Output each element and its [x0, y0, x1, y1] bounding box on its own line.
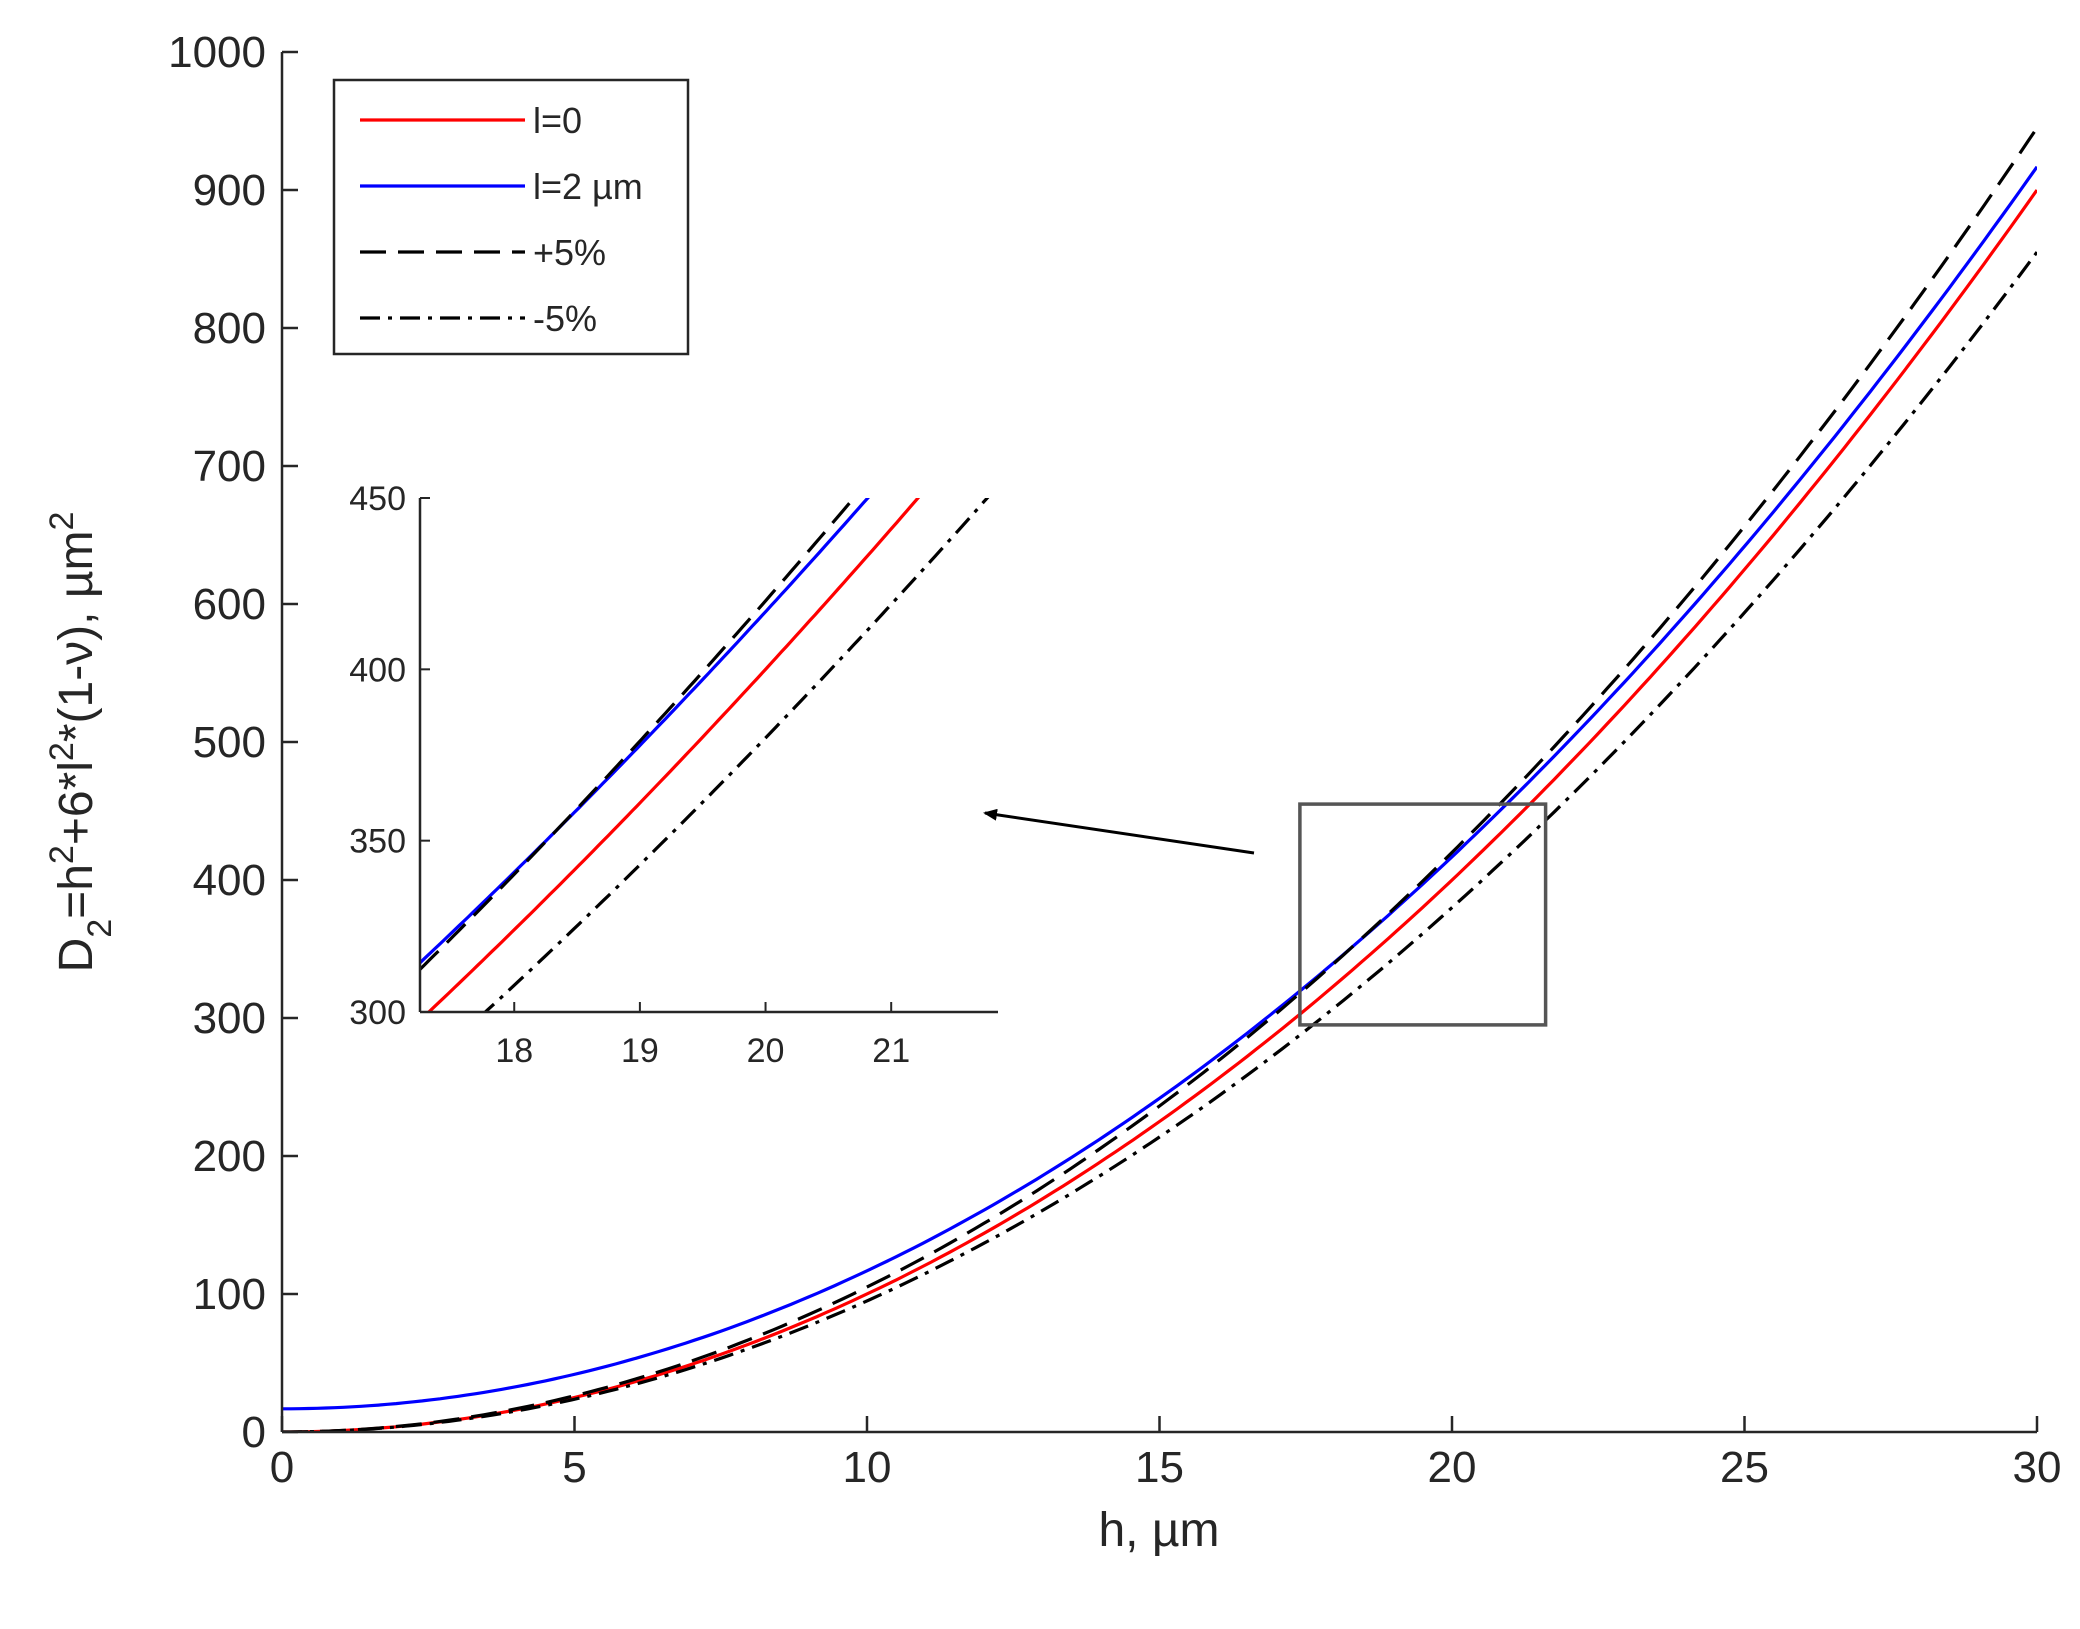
inset-x-tick-label: 20	[747, 1032, 785, 1070]
inset-x-tick-label: 19	[621, 1032, 659, 1070]
legend-box	[332, 78, 690, 356]
y-axis-label-part: 2	[81, 919, 119, 938]
inset-x-ticks: 18 19 20 21	[495, 1002, 910, 1070]
y-tick-label: 900	[193, 166, 266, 215]
y-tick-label: 400	[193, 856, 266, 905]
legend: l=0 l=2 µm +5% -5%	[332, 78, 690, 356]
inset-y-ticks: 300 350 400 450	[349, 480, 430, 1032]
inset-series-group	[420, 498, 990, 1012]
legend-label-5: +5%	[533, 232, 606, 273]
zoom-arrow	[983, 808, 1255, 855]
legend-label-5: -5%	[533, 298, 597, 339]
legend-label-l-0: l=0	[533, 100, 582, 141]
main-x-ticks: 0 5 10 15 20 25 30	[270, 1416, 2062, 1492]
y-tick-label: 100	[193, 1270, 266, 1319]
inset-series-line-5	[483, 498, 990, 1012]
y-tick-label: 0	[242, 1408, 266, 1457]
x-tick-label: 15	[1135, 1443, 1184, 1492]
x-tick-label: 20	[1428, 1443, 1477, 1492]
y-axis-label-part: 2	[43, 742, 81, 761]
legend-label-l-2-m: l=2 µm	[533, 166, 643, 207]
y-axis-label-part: +6*l	[50, 761, 103, 845]
y-tick-label: 300	[193, 994, 266, 1043]
y-axis-label-part: D	[50, 938, 103, 973]
zoom-box	[1298, 802, 1548, 1027]
x-tick-label: 5	[562, 1443, 586, 1492]
zoom-box-group	[1298, 802, 1548, 1027]
series-line-l-2-m	[282, 165, 2037, 1411]
inset-plot: 18 19 20 21 300 350 400 450	[349, 480, 998, 1070]
y-tick-label: 800	[193, 304, 266, 353]
main-plot: 0 5 10 15 20 25 30 0 100 200 300 400 500 600 700 800 90…	[168, 28, 2061, 1492]
inset-y-tick-label: 450	[349, 480, 406, 518]
inset-y-tick-label: 300	[349, 994, 406, 1032]
y-tick-label: 700	[193, 442, 266, 491]
main-series-group	[282, 127, 2037, 1432]
x-tick-label: 0	[270, 1443, 294, 1492]
series-line-5	[282, 251, 2037, 1432]
y-axis-label-part: 2	[43, 512, 81, 531]
main-y-ticks: 0 100 200 300 400 500 600 700 800 900 1000	[168, 28, 298, 1457]
inset-y-tick-label: 400	[349, 651, 406, 689]
inset-x-tick-label: 18	[495, 1032, 533, 1070]
y-axis-label-part: 2	[43, 845, 81, 864]
inset-x-tick-label: 21	[872, 1032, 910, 1070]
y-tick-label: 1000	[168, 28, 266, 77]
y-tick-label: 500	[193, 718, 266, 767]
x-tick-label: 10	[843, 1443, 892, 1492]
series-line-l-0	[282, 189, 2037, 1432]
y-axis-label: D2=h2+6*l2*(1-ν), µm2	[43, 512, 119, 973]
inset-y-tick-label: 350	[349, 823, 406, 861]
x-tick-label: 30	[2013, 1443, 2062, 1492]
inset-series-line-5	[420, 498, 856, 971]
y-tick-label: 200	[193, 1132, 266, 1181]
series-line-5	[282, 127, 2037, 1432]
y-axis-label-part: *(1-ν), µm	[50, 531, 103, 743]
y-tick-label: 600	[193, 580, 266, 629]
x-tick-label: 25	[1720, 1443, 1769, 1492]
inset-series-line-l-0	[426, 498, 921, 1012]
y-axis-label-part: =h	[50, 864, 103, 919]
x-axis-label: h, µm	[1098, 1504, 1219, 1557]
inset-axes	[418, 498, 998, 1014]
